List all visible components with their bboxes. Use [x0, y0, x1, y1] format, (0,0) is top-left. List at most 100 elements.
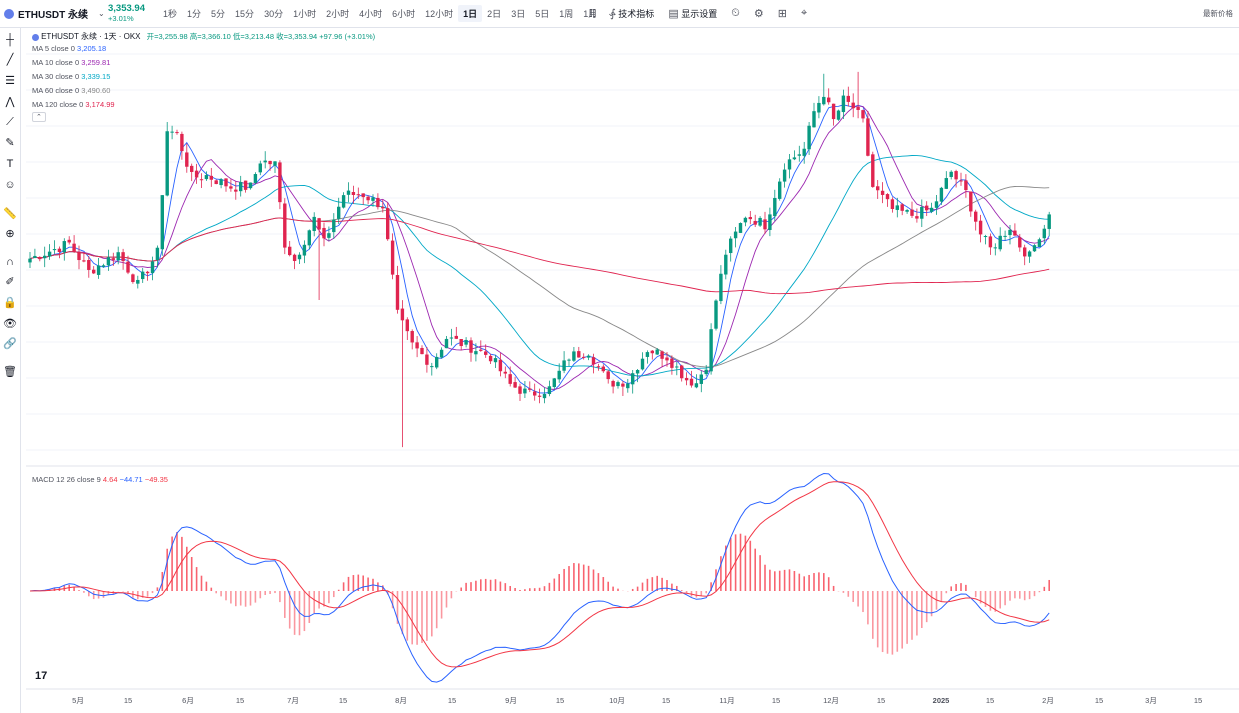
timeframe-6[interactable]: 2小时: [326, 9, 350, 19]
trendline-icon[interactable]: ╱: [6, 54, 14, 66]
zoom-in-icon[interactable]: ⊕: [5, 228, 15, 240]
candle-body: [297, 254, 302, 260]
candle-body: [268, 160, 272, 165]
display-settings-button[interactable]: ▤ 显示设置: [668, 7, 717, 20]
candle-body: [435, 356, 439, 368]
time-axis-label: 10月: [609, 696, 625, 705]
compare-icon[interactable]: ⊞: [777, 8, 787, 20]
candle-type-icon[interactable]: ⫾⫾: [589, 7, 597, 19]
candle-body: [778, 181, 782, 199]
trash-icon[interactable]: 🗑: [3, 366, 17, 378]
price-change: +3.01%: [108, 13, 134, 23]
candle-body: [537, 395, 542, 397]
candle-body: [910, 209, 914, 216]
emoji-icon[interactable]: ☺: [4, 179, 16, 191]
candle-body: [479, 349, 483, 351]
candle-body: [606, 371, 610, 380]
timeframe-8[interactable]: 6小时: [392, 9, 416, 19]
timeframe-1[interactable]: 1分: [187, 9, 202, 19]
timeframe-5[interactable]: 1小时: [293, 9, 317, 19]
timeframe-2[interactable]: 5分: [211, 9, 226, 19]
candle-body: [557, 370, 561, 380]
collapse-legend-button[interactable]: ⌃: [32, 112, 46, 122]
time-axis-label: 5月: [72, 696, 84, 705]
candle-body: [831, 103, 836, 120]
timeframe-10[interactable]: 1日: [458, 5, 483, 22]
eth-logo-icon: [4, 8, 14, 19]
candle-body: [621, 383, 625, 387]
candle-body: [430, 366, 434, 368]
symbol-selector[interactable]: ETHUSDT 永续 ⌄: [4, 0, 105, 27]
timeframe-11[interactable]: 2日: [487, 9, 502, 19]
price-type-select[interactable]: 最新价格: [1203, 0, 1233, 27]
link-icon[interactable]: 🔗: [3, 338, 17, 350]
candle-body: [1023, 247, 1027, 257]
timeframe-15[interactable]: 1月: [583, 9, 598, 19]
eye-icon[interactable]: 👁: [3, 318, 17, 330]
candle-body: [1042, 228, 1046, 239]
alert-icon[interactable]: ⏲: [731, 7, 740, 19]
timeframe-13[interactable]: 5日: [535, 9, 550, 19]
time-axis-label: 15: [1194, 696, 1202, 705]
candle-body: [822, 96, 826, 105]
lock-icon[interactable]: 🔒: [3, 297, 17, 309]
candle-body: [131, 274, 135, 283]
macd-histogram: [34, 532, 1050, 655]
time-axis-label: 11月: [719, 696, 734, 705]
text-icon[interactable]: T: [6, 158, 14, 170]
candle-body: [67, 239, 71, 243]
timeframe-7[interactable]: 4小时: [359, 9, 383, 19]
timeframe-more-icon[interactable]: ⌄: [607, 8, 615, 18]
candle-body: [439, 349, 444, 358]
brush-icon[interactable]: ✎: [5, 137, 15, 149]
macd-line: [29, 472, 1050, 683]
candle-body: [209, 175, 213, 180]
ma-value: 3,259.81: [79, 58, 111, 67]
tradingview-logo[interactable]: 17: [35, 670, 48, 682]
ma-label: MA 120 close 0: [32, 100, 84, 109]
crosshair-icon[interactable]: ┼: [6, 34, 14, 46]
candle-body: [278, 162, 282, 203]
timeframe-4[interactable]: 30分: [264, 9, 284, 19]
candle-body: [586, 355, 591, 358]
candle-body: [160, 195, 164, 250]
candle-body: [101, 265, 106, 267]
candle-body: [758, 217, 762, 226]
timeframe-3[interactable]: 15分: [235, 9, 255, 19]
pattern-icon[interactable]: ⋀: [5, 96, 15, 108]
candle-body: [111, 258, 115, 260]
chevron-down-icon[interactable]: ⌄: [98, 9, 105, 18]
pencil-lock-icon[interactable]: ✐: [5, 276, 15, 288]
candle-body: [444, 338, 449, 349]
candle-body: [356, 194, 360, 196]
candle-body: [214, 180, 218, 185]
time-axis-label: 15: [236, 696, 244, 705]
ma-value: 3,339.15: [79, 72, 111, 81]
timeframe-0[interactable]: 1秒: [163, 9, 178, 19]
ruler-icon[interactable]: 📏: [3, 208, 17, 220]
candle-body: [234, 189, 238, 192]
candle-body: [405, 319, 409, 332]
macd-value: 4.64: [102, 475, 118, 484]
timeframe-9[interactable]: 12小时: [425, 9, 454, 19]
candle-body: [528, 388, 532, 390]
candle-body: [572, 351, 576, 361]
indicators-button[interactable]: ∱ 技术指标: [610, 7, 654, 20]
candle-body: [243, 180, 248, 190]
timeframe-14[interactable]: 1周: [559, 9, 574, 19]
candle-body: [136, 279, 140, 284]
candle-body: [28, 258, 32, 263]
candle-body: [836, 110, 841, 120]
candle-body: [827, 97, 831, 103]
magnet-icon[interactable]: ∩: [6, 256, 14, 268]
candle-body: [974, 211, 978, 222]
candle-body: [841, 95, 846, 113]
settings-gear-icon[interactable]: ⚙: [753, 8, 764, 20]
horizontal-lines-icon[interactable]: ☰: [5, 75, 15, 87]
fib-icon[interactable]: ⟋: [6, 116, 14, 128]
candle-body: [371, 197, 375, 201]
screenshot-icon[interactable]: ⌖: [800, 7, 808, 19]
timeframe-12[interactable]: 3日: [511, 9, 526, 19]
candle-body: [155, 247, 160, 261]
